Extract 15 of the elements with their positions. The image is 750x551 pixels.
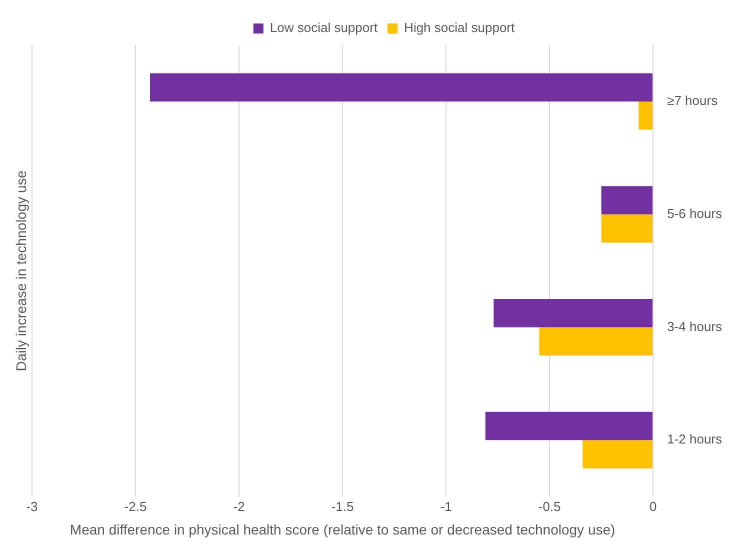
y-tick-label: 5-6 hours [667,206,722,221]
x-tick-label: -1.5 [331,498,354,514]
y-tick-label: ≥7 hours [667,93,718,108]
x-tick-label: -2.5 [124,498,147,514]
y-axis-title: Daily increase in technology use [12,170,29,372]
x-axis-title: Mean difference in physical health score (relative to same or decreased technology use) [70,521,616,538]
x-tick-label: -3 [26,498,38,514]
x-tick-label: -0.5 [538,498,561,514]
legend-label: Low social support [270,20,378,36]
x-tick-label: 0 [649,498,657,514]
legend-label: High social support [404,20,515,36]
x-tick-label: -1 [440,498,452,514]
y-tick-label: 1-2 hours [667,432,722,447]
x-tick-label: -2 [233,498,245,514]
y-tick-label: 3-4 hours [667,318,722,334]
